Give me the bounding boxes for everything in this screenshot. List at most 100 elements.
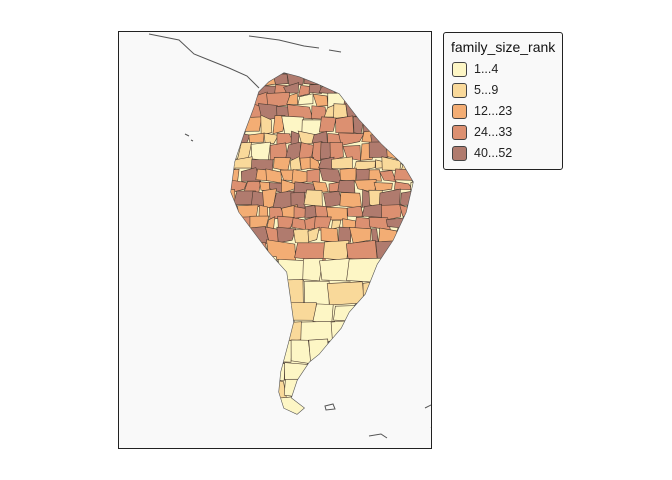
caribbean-island-outline — [248, 35, 320, 49]
region-cell — [219, 417, 254, 442]
region-cell — [241, 342, 273, 365]
region-cell — [293, 228, 310, 244]
region-cell — [402, 84, 413, 96]
region-cell — [362, 279, 396, 307]
region-cell — [231, 217, 237, 232]
region-cell — [285, 302, 317, 321]
region-cell — [231, 93, 243, 107]
legend-swatch — [452, 125, 467, 140]
caribbean-island-outline — [328, 49, 342, 53]
region-cell — [231, 156, 236, 172]
region-cell — [320, 227, 339, 243]
region-cell — [409, 103, 413, 119]
region-cells — [219, 73, 432, 443]
region-cell — [287, 104, 314, 120]
region-cell — [231, 85, 242, 97]
region-cell — [231, 93, 233, 107]
region-cell — [231, 342, 245, 364]
region-cell — [319, 167, 343, 184]
africa-edge-outline — [424, 404, 431, 428]
region-cell — [231, 103, 241, 119]
region-cell — [397, 116, 410, 134]
region-cell — [263, 132, 279, 144]
region-cell — [250, 141, 271, 162]
region-cell — [231, 144, 233, 160]
region-cell — [333, 103, 348, 119]
region-cell — [231, 259, 239, 285]
region-cell — [373, 182, 393, 192]
map-canvas — [148, 33, 432, 443]
region-cell — [395, 73, 408, 87]
region-cell — [277, 215, 295, 231]
region-cell — [231, 302, 237, 325]
region-cell — [272, 73, 289, 85]
region-cell — [402, 142, 413, 161]
region-cell — [361, 203, 383, 218]
region-cell — [409, 394, 413, 414]
region-cell — [345, 239, 378, 262]
region-cell — [408, 117, 413, 134]
region-cell — [231, 380, 255, 400]
region-cell — [385, 301, 413, 323]
region-cell — [231, 114, 242, 134]
region-cell — [252, 255, 281, 281]
region-cell — [391, 278, 413, 307]
legend-title: family_size_rank — [451, 39, 556, 55]
legend-item: 5...9 — [452, 82, 560, 100]
region-cell — [338, 132, 365, 146]
region-cell — [375, 239, 413, 260]
region-cell — [297, 85, 312, 97]
region-cell — [276, 226, 297, 244]
region-cell — [335, 115, 354, 134]
legend-label: 40...52 — [474, 146, 513, 160]
region-cell — [337, 179, 356, 194]
region-cell — [287, 417, 323, 443]
region-cell — [417, 134, 429, 146]
region-cell — [297, 93, 314, 105]
region-cell — [330, 339, 360, 364]
region-cell — [311, 141, 323, 161]
region-cell — [336, 395, 358, 414]
region-cell — [367, 73, 390, 87]
region-cell — [290, 339, 312, 365]
region-cell — [283, 82, 300, 94]
region-cell — [384, 257, 413, 281]
region-cell — [413, 227, 426, 243]
region-cell — [308, 84, 322, 94]
region-cell — [306, 168, 320, 184]
region-cell — [347, 205, 364, 218]
region-cell — [328, 378, 347, 400]
region-cell — [312, 377, 329, 398]
legend-label: 1...4 — [474, 62, 499, 76]
region-cell — [321, 419, 353, 443]
region-cell — [416, 192, 432, 209]
region-cell — [272, 115, 286, 135]
region-cell — [412, 304, 413, 325]
region-cell — [359, 339, 383, 366]
region-cell — [241, 84, 259, 96]
region-cell — [231, 181, 232, 190]
region-cell — [374, 362, 405, 382]
region-cell — [327, 73, 340, 88]
region-cell — [418, 377, 432, 396]
legend-item: 24...33 — [452, 124, 560, 142]
region-cell — [410, 205, 413, 220]
region-cell — [359, 319, 381, 343]
region-cell — [380, 204, 403, 222]
region-cell — [231, 168, 240, 182]
region-cell — [312, 303, 334, 325]
region-cell — [345, 377, 372, 399]
region-cell — [385, 217, 406, 229]
region-cell — [381, 156, 402, 171]
region-cell — [411, 84, 413, 97]
region-cell — [351, 417, 387, 443]
region-cell — [319, 258, 351, 282]
region-cell — [242, 395, 280, 414]
region-cell — [380, 338, 410, 362]
region-cell — [231, 360, 246, 381]
region-cell — [277, 394, 314, 414]
region-cell — [368, 141, 389, 158]
region-cell — [349, 226, 372, 244]
region-cell — [417, 142, 432, 160]
region-cell — [235, 102, 252, 119]
